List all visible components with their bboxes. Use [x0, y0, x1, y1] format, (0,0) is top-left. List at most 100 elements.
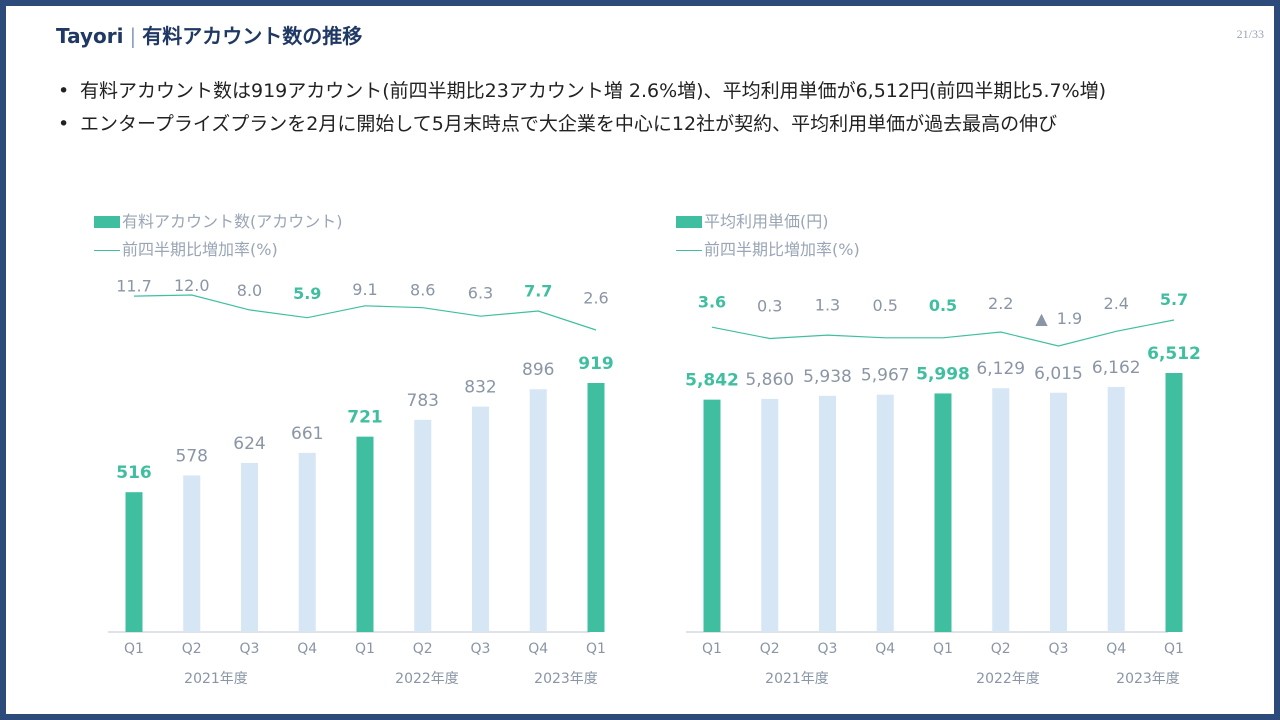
- x-tick-label: Q2: [760, 641, 780, 657]
- bar: [703, 399, 721, 632]
- bar: [414, 419, 432, 632]
- legend-line-swatch: [676, 249, 702, 251]
- x-tick-label: Q1: [1164, 641, 1184, 657]
- x-tick-label: Q2: [182, 641, 202, 657]
- legend-line-swatch: [94, 249, 120, 251]
- x-tick-label: Q1: [702, 641, 722, 657]
- x-tick-label: Q3: [240, 641, 260, 657]
- growth-rate-line: [711, 319, 1175, 347]
- bullet-list: • 有料アカウント数は919アカウント(前四半期比23アカウント増 2.6%増)…: [58, 78, 1218, 144]
- x-tick-label: Q3: [1049, 641, 1069, 657]
- bullet-item: • エンタープライズプランを2月に開始して5月末時点で大企業を中心に12社が契約…: [58, 111, 1218, 138]
- legend-item-bar: 有料アカウント数(アカウント): [94, 208, 343, 236]
- bar: [1050, 392, 1067, 632]
- legend-bar-label: 平均利用単価(円): [704, 212, 829, 231]
- legend-line-label: 前四半期比増加率(%): [122, 240, 278, 259]
- year-group-label: 2023年度: [534, 671, 598, 687]
- bullet-text: 有料アカウント数は919アカウント(前四半期比23アカウント増 2.6%増)、平…: [80, 80, 1107, 102]
- chart-legend-accounts: 有料アカウント数(アカウント) 前四半期比増加率(%): [94, 208, 343, 264]
- bullet-text: エンタープライズプランを2月に開始して5月末時点で大企業を中心に12社が契約、平…: [80, 113, 1058, 135]
- bar-value-label: 5,998: [916, 364, 970, 384]
- x-tick-label: Q4: [875, 641, 895, 657]
- bar-value-label: 5,967: [861, 366, 910, 386]
- legend-line-label: 前四半期比増加率(%): [704, 240, 860, 259]
- growth-rate-label: 2.2: [988, 294, 1013, 313]
- bar: [992, 388, 1010, 632]
- title-text: 有料アカウント数の推移: [142, 24, 363, 48]
- bar-value-label: 516: [116, 463, 152, 483]
- growth-rate-label: 1.9: [1057, 309, 1082, 328]
- x-tick-label: Q4: [1106, 641, 1126, 657]
- bar: [761, 398, 779, 632]
- growth-rate-label: 2.6: [583, 288, 608, 307]
- growth-rate-label: 5.9: [293, 284, 321, 303]
- x-tick-label: Q3: [818, 641, 838, 657]
- growth-rate-label: 6.3: [468, 283, 493, 302]
- bar: [819, 395, 836, 632]
- bar: [934, 393, 952, 632]
- growth-rate-label: 0.5: [929, 296, 957, 315]
- x-tick-label: Q4: [528, 641, 548, 657]
- bar-value-label: 6,015: [1034, 364, 1083, 384]
- page-number: 21/33: [1236, 27, 1264, 41]
- bar-value-label: 783: [407, 391, 439, 411]
- legend-item-line: 前四半期比増加率(%): [94, 236, 343, 264]
- growth-rate-label: 0.5: [873, 296, 898, 315]
- bar: [1107, 386, 1125, 632]
- bar: [241, 462, 258, 632]
- legend-item-bar: 平均利用単価(円): [676, 208, 860, 236]
- growth-rate-label: 12.0: [174, 276, 210, 295]
- title-separator: |: [129, 24, 137, 48]
- growth-rate-label: 7.7: [524, 282, 552, 301]
- growth-rate-label: 1.3: [815, 295, 840, 314]
- bar: [183, 475, 201, 632]
- bar: [587, 383, 605, 632]
- brand-name: Tayori: [56, 24, 124, 48]
- bar: [356, 436, 374, 632]
- bar-value-label: 5,938: [803, 367, 852, 387]
- bar-value-label: 5,860: [745, 370, 794, 390]
- legend-item-line: 前四半期比増加率(%): [676, 236, 860, 264]
- bullet-dot: •: [58, 80, 70, 102]
- growth-rate-label: 8.0: [237, 281, 262, 300]
- x-tick-label: Q1: [355, 641, 375, 657]
- bar-value-label: 832: [464, 378, 496, 398]
- legend-bar-swatch: [676, 216, 702, 228]
- bar: [1165, 373, 1183, 632]
- growth-rate-label: 5.7: [1160, 290, 1188, 309]
- year-group-label: 2022年度: [395, 671, 459, 687]
- bar: [298, 452, 316, 632]
- year-group-label: 2021年度: [765, 671, 829, 687]
- bar-value-label: 919: [578, 354, 614, 374]
- bar-value-label: 896: [522, 360, 554, 380]
- bullet-dot: •: [58, 113, 70, 135]
- x-tick-label: Q1: [586, 641, 606, 657]
- bar-value-label: 721: [347, 408, 383, 428]
- growth-rate-label: 3.6: [698, 293, 726, 312]
- bar-value-label: 578: [176, 446, 208, 466]
- chart-legend-unit-price: 平均利用単価(円) 前四半期比増加率(%): [676, 208, 860, 264]
- x-tick-label: Q2: [991, 641, 1011, 657]
- growth-rate-label: 9.1: [352, 280, 377, 299]
- bar-value-label: 5,842: [685, 371, 739, 391]
- x-tick-label: Q1: [124, 641, 144, 657]
- bar-value-label: 624: [233, 434, 265, 454]
- bar: [876, 394, 894, 632]
- bar-value-label: 661: [291, 424, 323, 444]
- growth-rate-label: 2.4: [1104, 294, 1129, 313]
- legend-bar-swatch: [94, 216, 120, 228]
- year-group-label: 2021年度: [184, 671, 248, 687]
- page-title: Tayori | 有料アカウント数の推移: [56, 20, 362, 49]
- x-tick-label: Q4: [297, 641, 317, 657]
- x-tick-label: Q2: [413, 641, 433, 657]
- legend-bar-label: 有料アカウント数(アカウント): [122, 212, 343, 231]
- bar: [125, 492, 143, 632]
- bar: [529, 389, 547, 632]
- growth-rate-label: 8.6: [410, 280, 435, 299]
- x-tick-label: Q1: [933, 641, 953, 657]
- x-tick-label: Q3: [471, 641, 491, 657]
- growth-rate-label: 11.7: [116, 276, 152, 295]
- negative-marker-icon: ▲: [1035, 309, 1048, 328]
- year-group-label: 2022年度: [976, 671, 1040, 687]
